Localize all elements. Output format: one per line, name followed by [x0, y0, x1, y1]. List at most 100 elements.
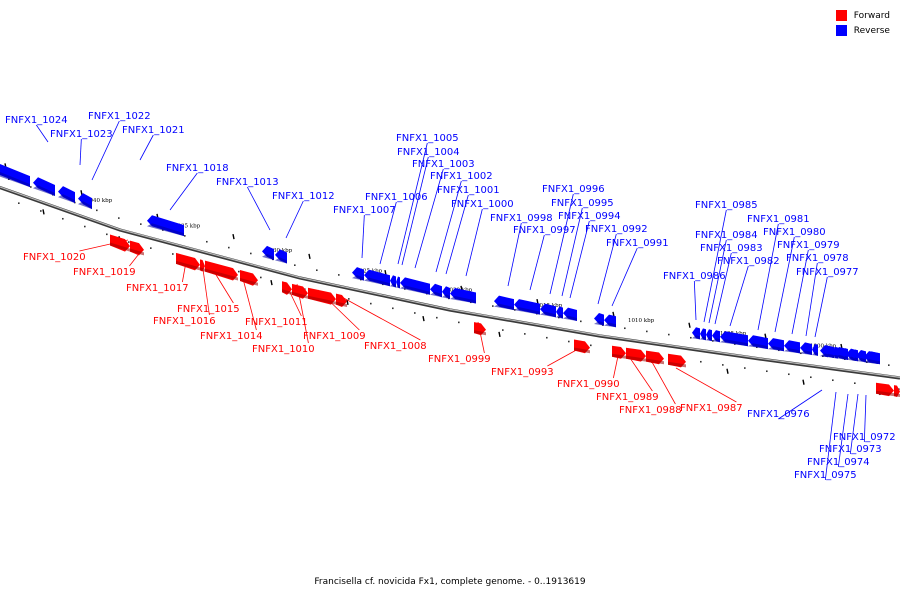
gene-label[interactable]: FNFX1_1007 — [333, 205, 396, 216]
gene-label[interactable]: FNFX1_0995 — [551, 198, 614, 209]
gene-label[interactable]: FNFX1_1019 — [73, 267, 136, 278]
gene-fnfx1-0988[interactable] — [646, 350, 664, 365]
gene-label[interactable]: FNFX1_1015 — [177, 304, 240, 315]
gene-label[interactable]: FNFX1_1013 — [216, 177, 279, 188]
gene-label[interactable]: FNFX1_1001 — [437, 185, 500, 196]
gene-label[interactable]: FNFX1_0986 — [663, 271, 726, 282]
gene-fnfx1-0991[interactable] — [604, 314, 616, 328]
gene-label[interactable]: FNFX1_0975 — [794, 470, 857, 481]
gene-feature[interactable] — [876, 382, 894, 397]
gene-label[interactable]: FNFX1_1018 — [166, 163, 229, 174]
gene-label[interactable]: FNFX1_0977 — [796, 267, 859, 278]
gene-label[interactable]: FNFX1_1002 — [430, 171, 493, 182]
gene-label[interactable]: FNFX1_1010 — [252, 344, 315, 355]
gene-fnfx1-0990[interactable] — [612, 345, 626, 359]
gene-label[interactable]: FNFX1_0990 — [557, 379, 620, 390]
gene-fnfx1-1002[interactable] — [430, 283, 442, 298]
gene-feature[interactable] — [832, 346, 838, 359]
gene-label[interactable]: FNFX1_1008 — [364, 341, 427, 352]
gene-label[interactable]: FNFX1_1017 — [126, 283, 189, 294]
gene-label[interactable]: FNFX1_0978 — [786, 253, 849, 264]
gene-fnfx1-0989[interactable] — [626, 347, 646, 362]
gene-feature[interactable] — [852, 349, 858, 362]
gene-label[interactable]: FNFX1_0988 — [619, 405, 682, 416]
gene-fnfx1-1011[interactable] — [282, 281, 292, 295]
gene-fnfx1-1009[interactable] — [308, 287, 336, 305]
gene-label[interactable]: FNFX1_1022 — [88, 111, 151, 122]
gene-label[interactable]: FNFX1_0973 — [819, 444, 882, 455]
gene-fnfx1-1004[interactable] — [396, 276, 400, 289]
gene-label[interactable]: FNFX1_0992 — [585, 224, 648, 235]
gene-label[interactable]: FNFX1_1005 — [396, 133, 459, 144]
gene-fnfx1-0983[interactable] — [712, 330, 720, 343]
gene-label[interactable]: FNFX1_1021 — [122, 125, 185, 136]
gene-fnfx1-1021[interactable] — [78, 193, 92, 210]
gene-fnfx1-1005[interactable] — [390, 275, 396, 288]
gene-fnfx1-0978[interactable] — [800, 342, 812, 356]
gene-fnfx1-0998[interactable] — [494, 295, 514, 311]
gene-fnfx1-0997[interactable] — [514, 299, 540, 315]
gene-label[interactable]: FNFX1_1012 — [272, 191, 335, 202]
gene-label[interactable]: FNFX1_1024 — [5, 115, 68, 126]
gene-fnfx1-0982[interactable] — [720, 331, 748, 347]
gene-label[interactable]: FNFX1_0991 — [606, 238, 669, 249]
gene-fnfx1-1020[interactable] — [110, 234, 130, 252]
gene-fnfx1-0992[interactable] — [594, 312, 604, 326]
gene-fnfx1-1012[interactable] — [275, 249, 287, 264]
gene-label[interactable]: FNFX1_1006 — [365, 192, 428, 203]
gene-fnfx1-1023[interactable] — [33, 177, 55, 197]
gene-label[interactable]: FNFX1_0985 — [695, 200, 758, 211]
gene-label[interactable]: FNFX1_0983 — [700, 243, 763, 254]
gene-label[interactable]: FNFX1_0979 — [777, 240, 840, 251]
gene-label[interactable]: FNFX1_0987 — [680, 403, 743, 414]
gene-fnfx1-0980[interactable] — [768, 338, 784, 352]
gene-fnfx1-1018[interactable] — [147, 215, 184, 237]
gene-label[interactable]: FNFX1_0989 — [596, 392, 659, 403]
gene-label[interactable]: FNFX1_1011 — [245, 317, 308, 328]
gene-label[interactable]: FNFX1_0974 — [807, 457, 870, 468]
gene-label[interactable]: FNFX1_0998 — [490, 213, 553, 224]
gene-label[interactable]: FNFX1_1023 — [50, 129, 113, 140]
gene-label[interactable]: FNFX1_1014 — [200, 331, 263, 342]
gene-label[interactable]: FNFX1_0999 — [428, 354, 491, 365]
gene-feature[interactable] — [842, 348, 848, 360]
gene-fnfx1-0995[interactable] — [556, 306, 563, 319]
gene-feature[interactable] — [822, 345, 828, 358]
gene-fnfx1-1017[interactable] — [176, 252, 200, 271]
gene-fnfx1-0973[interactable] — [856, 350, 866, 363]
gene-label[interactable]: FNFX1_0976 — [747, 409, 810, 420]
gene-label[interactable]: FNFX1_0996 — [542, 184, 605, 195]
gene-label[interactable]: FNFX1_1020 — [23, 252, 86, 263]
gene-label[interactable]: FNFX1_0972 — [833, 432, 896, 443]
gene-fnfx1-1010[interactable] — [292, 283, 308, 299]
gene-fnfx1-1015[interactable] — [205, 260, 238, 281]
gene-fnfx1-0981[interactable] — [748, 335, 768, 350]
gene-label[interactable]: FNFX1_1009 — [303, 331, 366, 342]
gene-label[interactable]: FNFX1_1000 — [451, 199, 514, 210]
gene-fnfx1-0985[interactable] — [700, 328, 706, 341]
gene-fnfx1-0984[interactable] — [706, 329, 712, 342]
gene-fnfx1-1014[interactable] — [240, 270, 258, 286]
gene-fnfx1-0987[interactable] — [668, 353, 686, 368]
gene-fnfx1-1024[interactable] — [0, 162, 30, 188]
gene-fnfx1-0986[interactable] — [692, 327, 700, 340]
gene-label[interactable]: FNFX1_0984 — [695, 230, 758, 241]
gene-fnfx1-0993[interactable] — [574, 339, 590, 354]
gene-label[interactable]: FNFX1_0994 — [558, 211, 621, 222]
gene-label[interactable]: FNFX1_0981 — [747, 214, 810, 225]
gene-label[interactable]: FNFX1_0982 — [717, 256, 780, 267]
gene-fnfx1-0996[interactable] — [540, 303, 556, 318]
gene-fnfx1-0994[interactable] — [563, 307, 577, 322]
gene-fnfx1-0977[interactable] — [812, 344, 818, 356]
gene-label[interactable]: FNFX1_1016 — [153, 316, 216, 327]
gene-fnfx1-1001[interactable] — [442, 286, 450, 299]
gene-fnfx1-1000[interactable] — [450, 288, 476, 304]
gene-fnfx1-1022[interactable] — [58, 186, 75, 204]
gene-label[interactable]: FNFX1_1003 — [412, 159, 475, 170]
gene-feature[interactable] — [864, 351, 878, 365]
gene-label[interactable]: FNFX1_1004 — [397, 147, 460, 158]
gene-label[interactable]: FNFX1_0980 — [763, 227, 826, 238]
gene-fnfx1-1008[interactable] — [336, 293, 347, 308]
gene-fnfx1-1007[interactable] — [352, 267, 364, 281]
gene-feature[interactable] — [894, 385, 900, 397]
